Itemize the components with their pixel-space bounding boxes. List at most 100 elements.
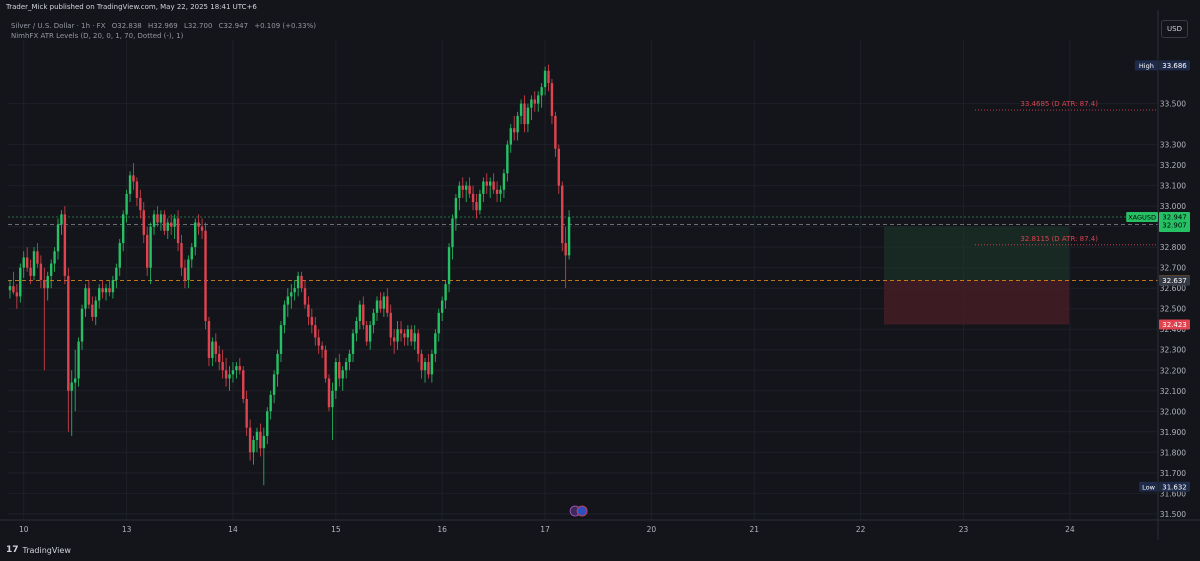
candle [468, 177, 471, 198]
candle-body [413, 333, 416, 342]
candle-body [320, 345, 324, 350]
candle-body [427, 362, 430, 375]
candle [489, 177, 492, 198]
candle-body [293, 288, 296, 293]
candle [276, 349, 279, 387]
candle-body [238, 366, 242, 371]
candle [310, 308, 314, 334]
candle-body [259, 431, 262, 449]
candle [355, 316, 358, 342]
candle [12, 271, 15, 295]
legend-panel: Silver / U.S. Dollar · 1h · FX O32.838 H… [11, 21, 320, 41]
candle-body [8, 286, 12, 291]
candle-body [314, 325, 317, 338]
candle [300, 271, 303, 293]
candle-body [290, 292, 293, 297]
candle-body [519, 103, 523, 116]
y-tick-label: 32.400 [1160, 325, 1186, 334]
x-tick-label: 24 [1065, 525, 1075, 534]
change-value: +0.109 (+0.33%) [254, 22, 316, 30]
candle-body [355, 321, 358, 334]
candle-body [368, 325, 372, 342]
price-badge-tag: Low [1142, 483, 1155, 491]
us-flag-icon [576, 505, 588, 517]
candle [15, 284, 19, 309]
price-badge: 32.423 [1159, 319, 1190, 330]
candle [475, 193, 478, 219]
candle [80, 304, 84, 350]
candle-body [557, 148, 560, 186]
candle-body [214, 341, 217, 354]
candle-body [39, 263, 43, 280]
price-badges: 33.686High32.94718:53XAGUSD32.91132.9073… [1126, 60, 1190, 492]
candle-body [379, 300, 382, 309]
candle-body [29, 267, 32, 276]
currency-button[interactable]: USD [1161, 20, 1188, 38]
candle-body [108, 288, 111, 293]
indicator-label[interactable]: NimhFX ATR Levels (D, 20, 0, 1, 70, Dott… [11, 32, 184, 40]
tradingview-footer[interactable]: 17 TradingView [6, 545, 71, 555]
candle-body [235, 366, 238, 371]
x-tick-label: 13 [122, 525, 132, 534]
candle-body [224, 370, 228, 379]
candle [416, 329, 420, 363]
price-badge-bg [1159, 275, 1190, 286]
candle-body [461, 185, 464, 190]
candle-body [537, 95, 540, 104]
candle-body [221, 362, 224, 371]
y-tick-label: 32.300 [1160, 346, 1186, 355]
candle [128, 171, 132, 203]
candle [523, 95, 526, 133]
candle-body [152, 214, 156, 227]
candle [550, 78, 554, 125]
candle [372, 308, 375, 334]
candle [495, 181, 499, 203]
price-badge-value: 32.638 [1162, 277, 1187, 285]
candle-body [200, 226, 204, 231]
candle [142, 202, 145, 244]
candle [25, 247, 29, 272]
candle [557, 144, 560, 194]
candle [118, 238, 121, 276]
candle-body [324, 349, 327, 379]
y-tick-label: 33.100 [1160, 182, 1186, 191]
candle-body [286, 296, 290, 305]
candle-body [163, 214, 166, 231]
candle [228, 366, 231, 391]
candle-body [43, 280, 46, 289]
candle [458, 181, 461, 211]
candle-body [146, 234, 149, 268]
candle [238, 357, 242, 375]
candle-body [523, 103, 526, 125]
candle-body [506, 144, 509, 174]
candle [132, 163, 135, 190]
candle-body [262, 435, 266, 449]
candle [334, 357, 338, 399]
published-by-line: Trader_Mick published on TradingView.com… [6, 3, 257, 11]
candle [430, 349, 434, 383]
symbol-name[interactable]: Silver / U.S. Dollar · 1h · FX [11, 22, 106, 30]
candle [283, 300, 286, 334]
candle-body [300, 275, 303, 289]
candle [368, 321, 372, 350]
candle [8, 280, 12, 299]
candle-body [327, 378, 331, 408]
candles [8, 64, 571, 486]
candle [108, 280, 111, 297]
candle [410, 325, 413, 346]
candle-body [180, 243, 183, 268]
candle-body [149, 226, 152, 268]
candle-body [255, 431, 259, 440]
candle-body [303, 288, 307, 305]
candle-body [32, 251, 36, 276]
candle-body [550, 83, 554, 116]
candle [73, 349, 77, 412]
price-badge: 31.632 Low [1139, 481, 1190, 492]
price-badge-tag-bg [1139, 481, 1158, 492]
candle [537, 91, 540, 112]
x-tick-label: 10 [19, 525, 29, 534]
candle [482, 177, 485, 203]
candle [499, 185, 502, 203]
y-tick-label: 31.800 [1160, 448, 1186, 457]
